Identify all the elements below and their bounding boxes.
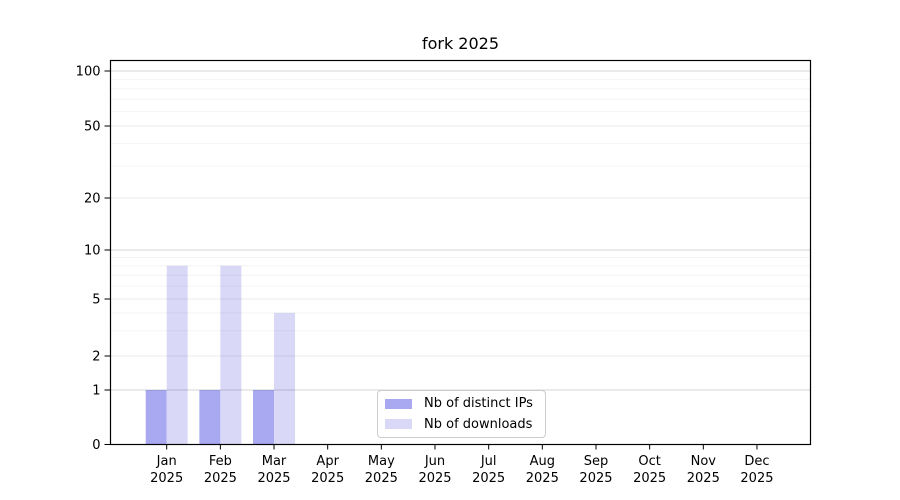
x-tick-label-month-oct: Oct	[638, 454, 660, 469]
x-tick-label-year-jun: 2025	[418, 471, 451, 486]
legend-label-downloads: Nb of downloads	[424, 416, 533, 432]
x-tick-label-month-jan: Jan	[156, 454, 177, 469]
x-tick-label-year-aug: 2025	[526, 471, 559, 486]
x-tick-label-month-dec: Dec	[744, 454, 769, 469]
legend-swatch-downloads	[385, 419, 412, 430]
x-tick-label-year-feb: 2025	[204, 471, 237, 486]
x-tick-label-year-jul: 2025	[472, 471, 505, 486]
x-tick-label-month-feb: Feb	[209, 454, 232, 469]
y-tick-label-20: 20	[84, 192, 101, 207]
x-tick-label-year-jan: 2025	[150, 471, 183, 486]
x-tick-label-year-apr: 2025	[311, 471, 344, 486]
bar-distinct-ips-mar	[253, 390, 275, 445]
chart-title: fork 2025	[421, 34, 500, 53]
x-tick-label-month-jun: Jun	[424, 454, 445, 469]
bar-downloads-mar	[274, 312, 296, 445]
y-tick-label-0: 0	[92, 438, 100, 453]
legend-label-distinct-ips: Nb of distinct IPs	[424, 396, 533, 412]
x-tick-label-month-may: May	[368, 454, 395, 469]
bar-downloads-jan	[166, 265, 188, 445]
x-tick-label-month-aug: Aug	[530, 454, 555, 469]
x-tick-label-month-apr: Apr	[316, 454, 339, 469]
y-tick-label-1: 1	[92, 384, 100, 399]
y-tick-label-2: 2	[92, 350, 100, 365]
y-tick-label-100: 100	[76, 65, 101, 80]
legend-item-distinct-ips: Nb of distinct IPs	[385, 396, 545, 411]
legend: Nb of distinct IPs Nb of downloads	[377, 390, 546, 438]
x-tick-label-year-may: 2025	[365, 471, 398, 486]
y-tick-label-10: 10	[84, 244, 101, 259]
bar-distinct-ips-jan	[145, 390, 167, 445]
x-tick-label-year-mar: 2025	[257, 471, 290, 486]
x-tick-label-year-sep: 2025	[579, 471, 612, 486]
legend-item-downloads: Nb of downloads	[385, 417, 545, 432]
x-tick-label-month-mar: Mar	[262, 454, 287, 469]
legend-swatch-distinct-ips	[385, 398, 412, 409]
x-tick-label-year-dec: 2025	[740, 471, 773, 486]
y-tick-label-50: 50	[84, 120, 101, 135]
x-tick-label-month-nov: Nov	[691, 454, 717, 469]
bar-downloads-feb	[220, 265, 242, 445]
x-tick-label-year-oct: 2025	[633, 471, 666, 486]
x-tick-label-month-sep: Sep	[584, 454, 609, 469]
bar-distinct-ips-feb	[199, 390, 221, 445]
x-tick-label-year-nov: 2025	[687, 471, 720, 486]
plot-border	[109, 59, 812, 446]
y-tick-label-5: 5	[92, 293, 100, 308]
x-tick-label-month-jul: Jul	[480, 454, 497, 469]
